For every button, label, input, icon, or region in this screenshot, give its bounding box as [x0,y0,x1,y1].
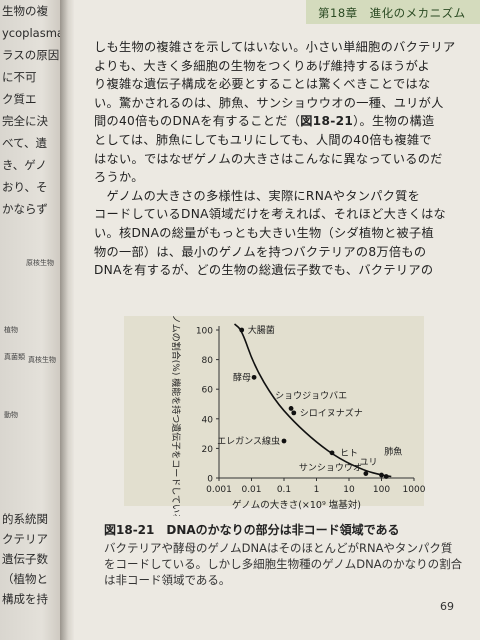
data-point-label: 肺魚 [384,446,402,458]
left-page-tree-label: 動物 [4,411,18,419]
text-line: り複雑な遺伝子構成を必要とすることは驚くべきことではな [94,77,431,92]
data-point [281,438,287,444]
page-number: 69 [440,600,454,613]
chapter-title: 第18章 進化のメカニズム [318,6,466,20]
text-line: としては、肺魚にしてもユリにしても、人間の40倍も複雑で [94,132,432,147]
text-line: 物の一部）は、最小のゲノムを持つバクテリアの8万倍もの [94,244,427,259]
left-page-text-fragment: べて、遺 [2,136,47,150]
text-line: DNAを有するが、どの生物の総遺伝子数でも、バクテリアの [94,263,434,278]
chapter-header-band [306,0,480,24]
data-point-label: ショウジョウバエ [275,390,347,401]
genome-size-chart: 0 20 40 60 80 100 0.001 0.01 0.1 1 10 100 1000 ゲノムの大き… [170,316,426,516]
left-page-text-fragment: （植物と [2,572,48,586]
figure-caption-body: バクテリアや酵母のゲノムDNAはそのほとんどがRNAやタンパク質 をコードしてい… [104,540,476,588]
left-page-text-fragment: おり、そ [2,180,48,194]
text-line: はない。ではなぜゲノムの大きさはこんなに異なっているのだ [94,151,443,166]
data-point-label: 酵母 [233,372,251,383]
x-tick-label: 0.01 [241,485,261,495]
right-page: 第18章 進化のメカニズム しも生物の複雑さを示してはいない。小さい単細胞のバク… [74,0,480,640]
data-point [288,406,294,411]
caption-line: バクテリアや酵母のゲノムDNAはそのほとんどがRNAやタンパク質 [104,541,453,555]
left-page-text-fragment: 構成を持 [2,592,48,606]
data-point [383,474,389,479]
caption-line: をコードしている。しかし多細胞生物種のゲノムDNAのかなりの割合 [104,557,463,571]
x-tick-label: 1 [314,485,320,495]
left-page-text-fragment: 生物の複 [2,4,48,18]
x-tick-label: 10 [343,485,355,495]
x-axis-label: ゲノムの大きさ(×10⁹ 塩基対) [232,499,361,511]
y-tick-label: 60 [202,386,214,396]
y-tick-label: 80 [202,356,214,366]
x-tick-label: 1000 [403,485,426,495]
data-point [239,327,245,333]
figure-reference: 図18-21 [300,114,354,129]
figure-caption-title: 図18-21 DNAのかなりの部分は非コード領域である [104,523,400,537]
data-point [251,374,257,380]
text-line: しも生物の複雑さを示してはいない。小さい単細胞のバクテリア [94,40,456,54]
left-page-text-fragment: かならず [2,202,48,216]
data-point [379,472,384,478]
text-line: い。驚かされるのは、肺魚、サンショウウオの一種、ユリが人 [94,95,444,110]
left-page-tree-label: 真菌類 [4,353,25,361]
data-point-label: ヒト [340,448,358,459]
left-page-text-fragment: に不可 [2,70,37,84]
text-line: ゲノムの大きさの多様性は、実際にRNAやタンパク質を [94,188,421,203]
left-page: 生物の複 ycoplasma ラスの原因に不可ク質エ完全に決べて、遺き、ゲノおり、そ… [0,0,60,640]
y-tick-label: 0 [207,475,213,485]
left-page-text-fragment: ク質エ [2,92,37,106]
text-line: よりも、大きく多細胞の生物をつくりあげ維持するほうがよ [94,58,430,73]
data-point-label: エレガンス線虫 [217,435,280,447]
left-page-text-fragment: き、ゲノ [2,158,47,172]
data-point-label: ユリ [359,458,377,468]
text-line: コードしているDNA領域だけを考えれば、それほど大きくはな [94,207,447,222]
y-tick-label: 40 [202,415,214,425]
caption-line: は非コード領域である。 [104,573,231,587]
left-page-text-fragment: 完全に決 [2,114,48,128]
left-page-tree-label: 植物 [4,326,18,334]
figure-background [124,316,424,506]
data-point-label: サンショウウオ [299,463,362,474]
data-point [291,410,297,416]
left-page-text-fragment: ycoplasma [2,26,60,40]
book-gutter [60,0,74,640]
body-text: しも生物の複雑さを示してはいない。小さい単細胞のバクテリア よりも、大きく多細胞… [94,38,476,280]
data-point-label: シロイヌナズナ [300,407,363,419]
left-page-text-fragment: 的系統関 [2,512,48,526]
text-line: い。核DNAの総量がもっとも大きい生物（シダ植物と被子植 [94,225,434,240]
x-tick-label: 100 [373,485,390,495]
left-page-text-fragment: ラスの原因 [2,48,60,62]
left-page-text-fragment: 遺伝子数 [2,552,48,566]
y-tick-label: 20 [202,445,214,455]
data-point-label: 大腸菌 [248,324,275,336]
y-tick-label: 100 [196,327,213,337]
left-page-tree-label: 真核生物 [28,356,56,364]
left-page-tree-label: 原核生物 [26,259,54,267]
left-page-text-fragment: クテリア [2,532,48,546]
data-point [329,450,335,456]
y-axis-label: ゲノムの割合(%) 機能を持つ遺伝子をコードしている [170,316,182,516]
trend-curve [233,323,392,478]
x-tick-label: 0.1 [277,485,291,495]
x-tick-label: 0.001 [206,485,232,495]
text-line: 間の40倍ものDNAを有することだ（図18-21）。生物の構造 [94,114,435,129]
data-point [363,471,369,476]
text-line: ろうか。 [94,170,144,185]
